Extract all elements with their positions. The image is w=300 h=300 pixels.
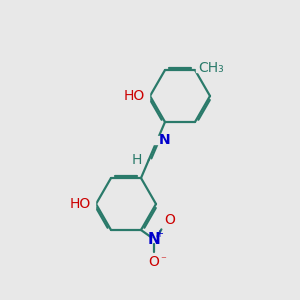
Text: N: N (148, 232, 160, 247)
Text: +: + (155, 230, 163, 239)
Bar (153, 136, 161, 144)
Text: ⁻: ⁻ (160, 255, 166, 265)
Text: O: O (148, 256, 159, 269)
Text: HO: HO (123, 89, 145, 103)
Bar (196, 62, 212, 71)
Text: HO: HO (69, 197, 91, 211)
Bar (135, 156, 143, 164)
Bar (78, 200, 95, 208)
Bar (132, 92, 148, 100)
Text: H: H (132, 153, 142, 167)
Text: N: N (158, 133, 170, 147)
Text: CH₃: CH₃ (199, 61, 224, 75)
Text: O: O (164, 213, 175, 227)
